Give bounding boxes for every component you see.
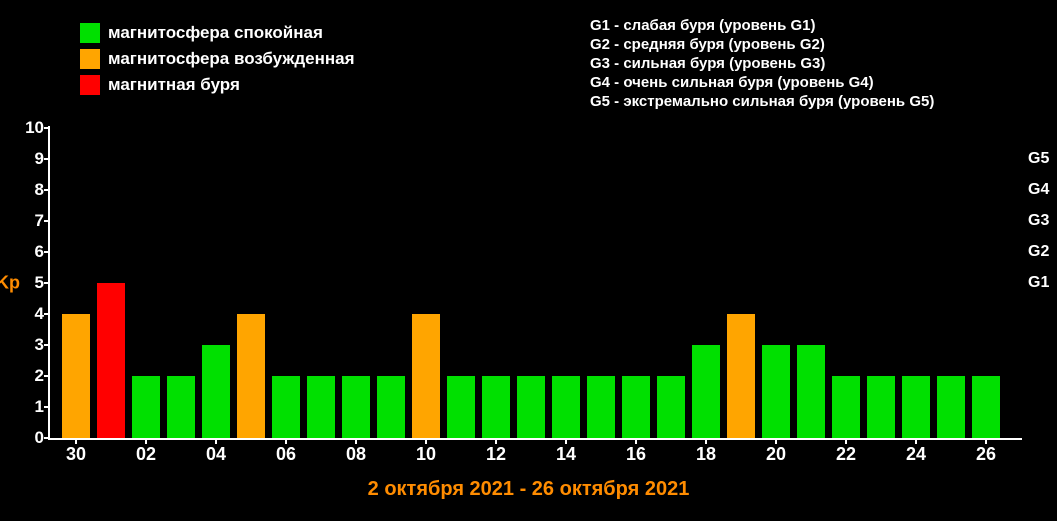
y-tick-mark [44, 375, 50, 377]
y-tick-label: 7 [4, 211, 44, 231]
y-axis-label: Kp [0, 273, 20, 294]
bar [937, 376, 965, 438]
y-tick-label: 1 [4, 397, 44, 417]
bar [307, 376, 335, 438]
g-scale-line: G5 - экстремально сильная буря (уровень … [590, 92, 934, 111]
x-tick-label: 08 [346, 444, 366, 465]
x-tick-label: 22 [836, 444, 856, 465]
legend-label: магнитосфера возбужденная [108, 49, 355, 69]
y-tick-label: 9 [4, 149, 44, 169]
y-tick-label: 0 [4, 428, 44, 448]
y-tick-label: 4 [4, 304, 44, 324]
y-tick-mark [44, 251, 50, 253]
y-tick-label: 3 [4, 335, 44, 355]
x-tick-label: 14 [556, 444, 576, 465]
g-scale-line: G1 - слабая буря (уровень G1) [590, 16, 934, 35]
g-scale-line: G2 - средняя буря (уровень G2) [590, 35, 934, 54]
y-tick-mark [44, 406, 50, 408]
bar [552, 376, 580, 438]
bar [832, 376, 860, 438]
y-tick-mark [44, 313, 50, 315]
g-level-label: G5 [1028, 150, 1049, 168]
bar [692, 345, 720, 438]
x-axis-line [48, 438, 1022, 440]
bar [447, 376, 475, 438]
legend-item: магнитосфера возбужденная [80, 46, 355, 72]
bar [622, 376, 650, 438]
bar [902, 376, 930, 438]
x-tick-label: 18 [696, 444, 716, 465]
bar [377, 376, 405, 438]
g-level-label: G3 [1028, 212, 1049, 230]
y-tick-mark [44, 127, 50, 129]
bar [202, 345, 230, 438]
y-tick-mark [44, 437, 50, 439]
date-range-caption: 2 октября 2021 - 26 октября 2021 [0, 478, 1057, 501]
bar [132, 376, 160, 438]
bar [237, 314, 265, 438]
g-scale-description: G1 - слабая буря (уровень G1)G2 - средня… [590, 16, 934, 111]
legend-item: магнитная буря [80, 72, 355, 98]
g-scale-line: G3 - сильная буря (уровень G3) [590, 54, 934, 73]
x-tick-label: 10 [416, 444, 436, 465]
x-tick-label: 26 [976, 444, 996, 465]
bar [482, 376, 510, 438]
y-tick-label: 6 [4, 242, 44, 262]
y-tick-mark [44, 220, 50, 222]
x-tick-label: 06 [276, 444, 296, 465]
legend-swatch [80, 75, 100, 95]
g-level-label: G1 [1028, 274, 1049, 292]
y-tick-label: 8 [4, 180, 44, 200]
legend-label: магнитосфера спокойная [108, 23, 323, 43]
bar [412, 314, 440, 438]
bar [972, 376, 1000, 438]
bar [587, 376, 615, 438]
x-tick-label: 20 [766, 444, 786, 465]
x-tick-label: 16 [626, 444, 646, 465]
g-level-label: G4 [1028, 181, 1049, 199]
legend-label: магнитная буря [108, 75, 240, 95]
y-tick-mark [44, 158, 50, 160]
y-tick-mark [44, 282, 50, 284]
x-tick-label: 04 [206, 444, 226, 465]
bar [167, 376, 195, 438]
y-tick-mark [44, 344, 50, 346]
root: магнитосфера спокойная магнитосфера возбу… [0, 0, 1057, 521]
y-tick-mark [44, 189, 50, 191]
x-tick-label: 12 [486, 444, 506, 465]
bar [657, 376, 685, 438]
bar [517, 376, 545, 438]
y-tick-label: 2 [4, 366, 44, 386]
bar [62, 314, 90, 438]
bar [97, 283, 125, 438]
g-scale-line: G4 - очень сильная буря (уровень G4) [590, 73, 934, 92]
legend: магнитосфера спокойная магнитосфера возбу… [80, 20, 355, 98]
x-tick-label: 30 [66, 444, 86, 465]
legend-item: магнитосфера спокойная [80, 20, 355, 46]
legend-swatch [80, 49, 100, 69]
bar [727, 314, 755, 438]
x-tick-label: 02 [136, 444, 156, 465]
bar [272, 376, 300, 438]
bar [797, 345, 825, 438]
legend-swatch [80, 23, 100, 43]
g-level-label: G2 [1028, 243, 1049, 261]
bar [762, 345, 790, 438]
bar [867, 376, 895, 438]
bar [342, 376, 370, 438]
y-tick-label: 10 [4, 118, 44, 138]
bar-group [50, 128, 1020, 438]
kp-chart: 012345678910KpG1G2G3G4G53002040608101214… [50, 128, 1020, 438]
x-tick-label: 24 [906, 444, 926, 465]
